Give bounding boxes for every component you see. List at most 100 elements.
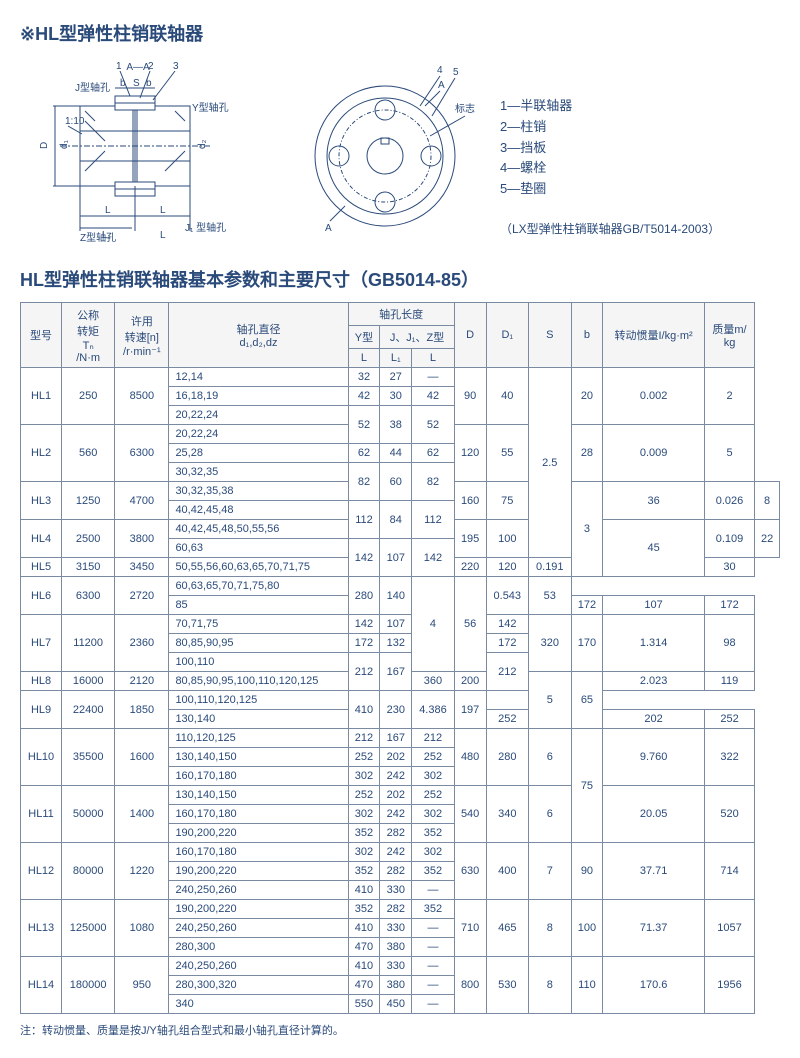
table-header: 型号 公称 转矩 Tₙ /N·m 许用 转速[n] /r·min⁻¹ 轴孔直径 …	[21, 303, 780, 368]
cell: 470	[348, 976, 380, 995]
cell: 200	[454, 672, 486, 691]
cell: 2720	[115, 577, 169, 615]
cell: HL10	[21, 729, 62, 786]
cell: 410	[348, 691, 380, 729]
svg-text:J型轴孔: J型轴孔	[75, 81, 110, 94]
cell: 4	[412, 577, 455, 672]
cell: 212	[348, 653, 380, 691]
cell: 112	[412, 501, 455, 539]
cell: 8	[529, 957, 572, 1014]
cell: 520	[704, 786, 754, 843]
th-L-y: L	[348, 349, 380, 368]
cell: 252	[412, 748, 455, 767]
cell: 242	[380, 805, 412, 824]
cell: 352	[412, 862, 455, 881]
cell: 65	[571, 672, 603, 729]
cell: 380	[380, 976, 412, 995]
cell: 12,14	[169, 368, 348, 387]
table-row: HL131250001080190,200,220352282352710465…	[21, 900, 780, 919]
cell: 110,120,125	[169, 729, 348, 748]
cell: HL12	[21, 843, 62, 900]
cell: 360	[412, 672, 455, 691]
cell: 172	[348, 634, 380, 653]
cell: 170.6	[603, 957, 705, 1014]
cell: 100,110	[169, 653, 348, 672]
cell: 52	[412, 406, 455, 444]
cell: 130,140	[169, 710, 348, 729]
cell: 465	[486, 900, 529, 957]
cell: 62	[348, 444, 380, 463]
cell: 80,85,90,95	[169, 634, 348, 653]
cell: 36	[603, 482, 705, 520]
cell: 8500	[115, 368, 169, 425]
cell: 410	[348, 957, 380, 976]
cell: 80,85,90,95,100,110,120,125	[169, 672, 348, 691]
svg-text:d₂: d₂	[197, 139, 208, 149]
cell: 630	[454, 843, 486, 900]
cell: 240,250,260	[169, 957, 348, 976]
cell: 252	[486, 710, 529, 729]
cell: 242	[380, 767, 412, 786]
cell: 5	[704, 425, 754, 482]
th-ytype: Y型	[348, 326, 380, 349]
cell: 950	[115, 957, 169, 1014]
cell: 330	[380, 881, 412, 900]
cell: 0.543	[486, 577, 529, 615]
cell: 2360	[115, 615, 169, 672]
spec-table: 型号 公称 转矩 Tₙ /N·m 许用 转速[n] /r·min⁻¹ 轴孔直径 …	[20, 302, 780, 1014]
cell: 2500	[62, 520, 115, 558]
svg-text:L: L	[105, 205, 111, 216]
cell: 60,63	[169, 539, 348, 558]
cell: 110	[571, 957, 603, 1014]
cell: HL6	[21, 577, 62, 615]
cell: 202	[380, 786, 412, 805]
cell: 90	[454, 368, 486, 425]
cell: 53	[529, 577, 572, 615]
cell: HL2	[21, 425, 62, 482]
cell: 0.026	[704, 482, 754, 520]
svg-text:d₁: d₁	[59, 139, 70, 149]
cell: 55	[486, 425, 529, 482]
cell: 120	[486, 558, 529, 577]
th-torque: 公称 转矩 Tₙ /N·m	[62, 303, 115, 368]
cell: 45	[603, 520, 705, 577]
legend-sub: （LX型弹性柱销联轴器GB/T5014-2003）	[500, 220, 720, 239]
cell: 302	[412, 805, 455, 824]
cell: 1956	[704, 957, 754, 1014]
cell: 1.314	[603, 615, 705, 672]
svg-text:L₁: L₁	[102, 230, 112, 241]
cell: 302	[412, 843, 455, 862]
cell: 120	[454, 425, 486, 482]
cell: 195	[454, 520, 486, 558]
svg-text:A: A	[438, 80, 445, 91]
cell: 9.760	[603, 729, 705, 786]
cell: 8	[755, 482, 780, 520]
cell: 480	[454, 729, 486, 786]
table-title: HL型弹性柱销联轴器基本参数和主要尺寸（GB5014-85）	[20, 266, 780, 292]
svg-text:D: D	[39, 142, 50, 149]
cell: 560	[62, 425, 115, 482]
legend-item: 3—挡板	[500, 138, 720, 159]
cell: HL3	[21, 482, 62, 520]
cell: 410	[348, 919, 380, 938]
cell: 252	[704, 710, 754, 729]
cell: 240,250,260	[169, 881, 348, 900]
svg-text:3: 3	[173, 61, 179, 72]
legend-item: 4—螺栓	[500, 158, 720, 179]
cell: 230	[380, 691, 412, 729]
table-row: HL711200236070,71,751421071423201701.314…	[21, 615, 780, 634]
cell: 202	[603, 710, 705, 729]
cell: 3450	[115, 558, 169, 577]
cell: 38	[380, 406, 412, 444]
cell: 42	[348, 387, 380, 406]
cell: —	[412, 919, 455, 938]
cell: HL8	[21, 672, 62, 691]
cell: 3	[571, 482, 603, 577]
cell: —	[412, 881, 455, 900]
legend-item: 1—半联轴器	[500, 96, 720, 117]
cell: 80000	[62, 843, 115, 900]
cell: 22	[755, 520, 780, 558]
cell: 140	[380, 577, 412, 615]
cell: 16,18,19	[169, 387, 348, 406]
cell: 250	[62, 368, 115, 425]
